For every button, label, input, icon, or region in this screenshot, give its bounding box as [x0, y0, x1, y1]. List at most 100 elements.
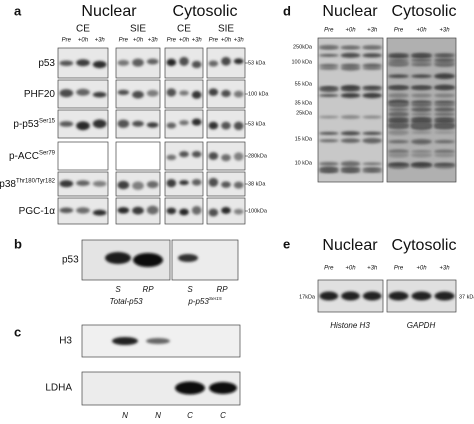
blot-band	[179, 120, 189, 126]
blot-band	[208, 88, 219, 96]
blot-band	[434, 73, 455, 80]
blot-band	[434, 152, 455, 158]
blot-band	[166, 207, 177, 215]
blot-band	[191, 151, 202, 158]
lane-label: +0h	[345, 28, 356, 34]
blot-band	[146, 338, 170, 344]
marker-label: 10 kDa	[295, 160, 313, 166]
blot-band	[388, 140, 409, 144]
blot-band	[59, 60, 74, 66]
row-label: LDHA	[45, 383, 72, 394]
lane-label: +0h	[78, 38, 89, 44]
blot-band	[362, 170, 382, 173]
blot-band	[209, 382, 237, 394]
blot-band	[388, 291, 409, 301]
lane-label: +3h	[439, 28, 450, 34]
blot-band	[388, 152, 409, 158]
blot-panel	[317, 37, 384, 183]
blot-band	[191, 118, 202, 126]
blot-band	[411, 139, 432, 145]
panel-letter: b	[14, 236, 22, 251]
blot-band	[411, 291, 432, 301]
blot-band	[179, 180, 189, 186]
heading: Nuclear	[81, 3, 137, 20]
marker-label: 15 kDa	[295, 136, 313, 142]
blot-band	[166, 122, 177, 129]
group-label: SIE	[130, 24, 146, 35]
row-label-main: p53	[38, 58, 55, 69]
blot-band	[340, 52, 361, 58]
blot-band	[179, 90, 189, 96]
marker-label: 25kDa	[296, 110, 313, 116]
blot-band	[166, 179, 177, 188]
heading: Cytosolic	[173, 3, 238, 20]
blot-band	[76, 121, 90, 131]
blot-band	[411, 85, 432, 89]
blot-band	[166, 88, 177, 97]
lane-label: +3h	[367, 266, 378, 272]
lane-label: C	[187, 411, 193, 420]
marker-label: 100kDa	[248, 208, 268, 214]
blot-band	[319, 162, 339, 166]
row-label-sup: Ser15	[39, 118, 56, 124]
blot-band	[388, 53, 409, 57]
blot-band	[221, 154, 231, 162]
blot-band	[340, 93, 361, 98]
group-label: CE	[76, 24, 90, 35]
lane-label: +3h	[192, 38, 203, 44]
blot-band	[411, 106, 432, 113]
blot-band	[59, 89, 74, 98]
blot-band	[388, 74, 409, 78]
blot-band	[117, 207, 130, 214]
blot-band	[411, 113, 432, 116]
blot-band	[340, 46, 361, 50]
lane-label: Pre	[394, 266, 404, 272]
blot-band	[319, 131, 339, 135]
blot-band	[233, 152, 244, 161]
lane-label: Pre	[209, 38, 219, 44]
blot-band	[191, 90, 202, 99]
blot-band	[434, 131, 455, 134]
blot-band	[319, 64, 339, 68]
blot-band	[434, 93, 455, 98]
lane-label: Pre	[324, 28, 334, 34]
lane-label: Pre	[394, 28, 404, 34]
blot-band	[117, 89, 130, 95]
lane-label: +0h	[179, 38, 190, 44]
blot-band	[208, 121, 219, 130]
blot-band	[319, 169, 339, 174]
blot-band	[76, 207, 90, 214]
blot-band	[208, 208, 219, 217]
lane-label: +3h	[234, 38, 245, 44]
blot-band	[411, 93, 432, 98]
blot-band	[411, 152, 432, 158]
blot-band	[208, 177, 219, 187]
blot-band	[92, 180, 107, 187]
blot-band	[146, 180, 159, 189]
blot-band	[166, 58, 177, 67]
lane-label: Pre	[324, 266, 334, 272]
blot-band	[319, 139, 339, 143]
caption: GAPDH	[407, 321, 436, 330]
blot-band	[388, 60, 409, 66]
lane-label: +0h	[416, 28, 427, 34]
blot-band	[179, 151, 189, 158]
blot-band	[233, 181, 244, 189]
panel-letter: d	[283, 3, 291, 18]
heading: Nuclear	[322, 237, 378, 254]
blot-band	[362, 85, 382, 90]
blot-band	[411, 53, 432, 57]
row-label-main: p-p53	[13, 119, 39, 130]
blot-band	[146, 122, 159, 128]
caption-main: Total-p53	[109, 297, 143, 306]
lane-label: +0h	[133, 38, 144, 44]
blot-band	[221, 207, 231, 214]
lane-label: Pre	[119, 38, 129, 44]
blot-band	[179, 208, 189, 216]
marker-label: 38 kDa	[248, 181, 266, 187]
row-label-sup: Thr180/Tyr182	[16, 178, 56, 184]
blot-band	[76, 59, 90, 67]
blot-band	[191, 60, 202, 69]
heading: Cytosolic	[392, 3, 457, 20]
blot-band	[340, 169, 361, 173]
